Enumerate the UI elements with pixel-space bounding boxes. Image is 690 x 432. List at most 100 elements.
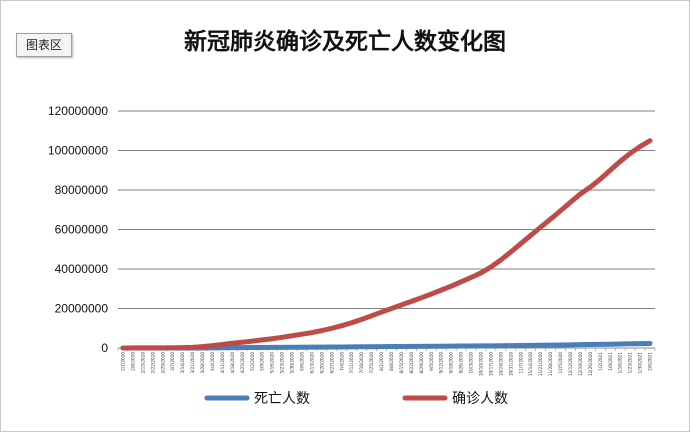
data-point (449, 344, 453, 348)
x-tick-label: 3/7/2020 (170, 352, 175, 371)
x-tick-label: 2/6/2021 (648, 352, 653, 371)
x-tick-label: 10/3/2020 (469, 352, 474, 374)
data-point (409, 299, 413, 303)
x-tick-label: 12/5/2020 (558, 352, 563, 374)
data-point (250, 339, 254, 343)
x-tick-label: 7/18/2020 (359, 352, 364, 374)
data-point (489, 265, 493, 269)
data-point (379, 345, 384, 349)
data-point (429, 292, 433, 296)
y-tick-label: 20000000 (55, 302, 109, 316)
x-tick-label: 12/19/2020 (578, 352, 583, 376)
x-tick-label: 5/16/2020 (270, 352, 275, 374)
data-point (469, 275, 473, 280)
x-tick-label: 3/28/2020 (200, 352, 205, 374)
x-tick-label: 2/15/2020 (140, 352, 145, 374)
data-point (330, 345, 334, 349)
x-tick-label: 9/19/2020 (449, 352, 454, 374)
x-tick-label: 1/9/2021 (608, 352, 613, 371)
legend-label: 确诊人数 (452, 391, 508, 407)
data-point (548, 217, 553, 221)
data-point (439, 288, 443, 292)
x-tick-label: 1/16/2021 (618, 352, 623, 374)
data-point (578, 343, 583, 347)
x-tick-label: 4/25/2020 (240, 352, 245, 374)
data-point (419, 296, 423, 300)
x-tick-label: 6/13/2020 (309, 352, 314, 374)
data-point (489, 344, 493, 348)
data-point (479, 271, 483, 275)
data-point (340, 345, 344, 349)
data-point (210, 344, 215, 348)
data-point (181, 346, 185, 350)
data-point (161, 346, 165, 350)
data-point (190, 345, 195, 349)
data-point (469, 344, 473, 348)
data-point (350, 345, 354, 349)
x-tick-label: 5/23/2020 (280, 352, 285, 374)
data-point (429, 344, 433, 348)
data-point (648, 341, 652, 346)
x-tick-label: 1/30/2021 (638, 352, 643, 374)
data-point (439, 344, 443, 348)
data-point (389, 344, 394, 349)
chart-title: 新冠肺炎确诊及死亡人数变化图 (184, 28, 506, 55)
legend-label: 死亡人数 (254, 391, 310, 407)
x-tick-label: 6/6/2020 (299, 352, 304, 371)
data-point (360, 317, 364, 321)
data-point (568, 343, 573, 347)
x-tick-label: 10/24/2020 (498, 352, 503, 376)
data-point (479, 344, 483, 348)
data-point (419, 344, 423, 348)
data-point (260, 345, 264, 350)
y-tick-label: 0 (101, 341, 108, 355)
y-axis: 0 20000000 40000000 60000000 80000000 1000000… (48, 104, 108, 355)
data-point (558, 209, 563, 213)
x-tick-label: 4/11/2020 (220, 352, 225, 374)
x-tick-label: 8/15/2020 (399, 352, 404, 374)
data-point (240, 346, 244, 350)
data-point (529, 233, 533, 238)
data-point (548, 343, 553, 347)
data-point (618, 159, 622, 163)
x-tick-label: 5/9/2020 (260, 352, 265, 371)
data-point (588, 342, 592, 347)
data-point (171, 346, 175, 350)
data-point (608, 342, 612, 346)
data-point (459, 280, 463, 284)
data-point (389, 306, 394, 311)
data-point (399, 303, 404, 307)
data-point (220, 342, 225, 347)
data-point (628, 151, 632, 156)
x-tick-label: 11/14/2020 (528, 352, 533, 376)
x-tick-label: 8/29/2020 (419, 352, 424, 374)
data-point (121, 346, 125, 350)
x-tick-label: 9/5/2020 (429, 352, 434, 371)
x-tick-label: 8/8/2020 (389, 352, 394, 371)
x-tick-label: 7/11/2020 (349, 352, 354, 374)
chart-area-label[interactable]: 图表区 (16, 33, 72, 57)
data-point (539, 225, 543, 229)
data-point (369, 314, 374, 318)
data-point (459, 344, 463, 348)
data-point (340, 324, 344, 328)
x-tick-label: 4/18/2020 (230, 352, 235, 374)
x-tick-label: 7/25/2020 (369, 352, 374, 374)
data-point (379, 310, 384, 314)
data-point (230, 341, 234, 345)
data-point (449, 284, 453, 288)
data-point (240, 340, 244, 344)
data-point (509, 250, 513, 254)
x-tick-label: 9/26/2020 (459, 352, 464, 374)
data-point (230, 346, 234, 350)
data-point (350, 321, 354, 325)
x-tick-label: 2/1/2020 (120, 352, 125, 371)
data-point (260, 338, 264, 342)
y-tick-label: 100000000 (48, 144, 108, 158)
x-tick-label: 5/30/2020 (290, 352, 295, 374)
x-tick-label: 1/23/2021 (628, 352, 633, 374)
data-point (558, 343, 563, 347)
data-point (270, 345, 274, 349)
x-tick-label: 10/17/2020 (488, 352, 493, 376)
data-point (290, 345, 294, 349)
